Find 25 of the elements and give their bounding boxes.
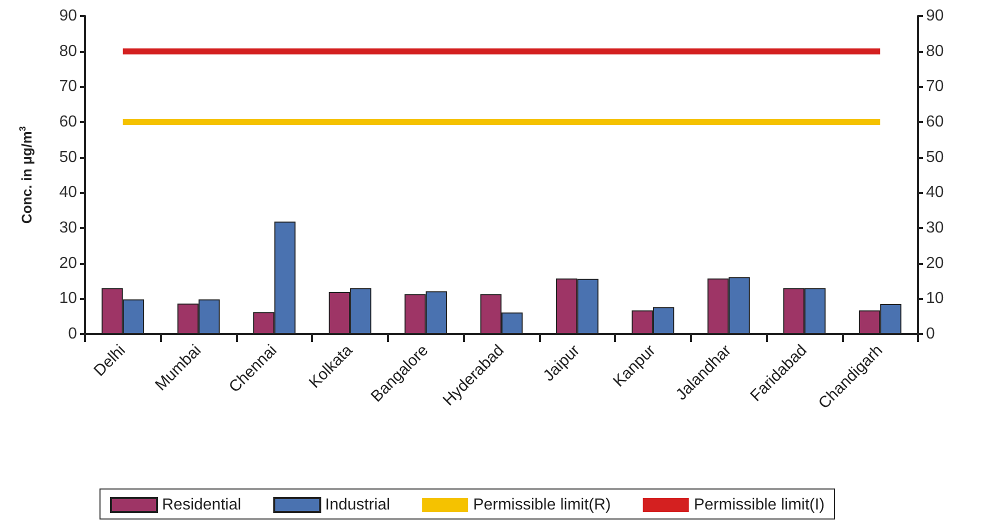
y-tick-label: 40	[59, 184, 78, 202]
y2-tick-label: 40	[926, 184, 944, 202]
y-tick-label: 20	[59, 254, 78, 272]
y-axis-title: Conc. in μg/m3	[18, 126, 34, 224]
y-tick-label: 80	[59, 42, 78, 60]
legend-label: Permissible limit(I)	[694, 496, 825, 514]
y2-tick-label: 0	[926, 326, 935, 342]
y2-tick-label: 30	[926, 220, 944, 236]
y2-tick-label: 70	[926, 78, 944, 96]
y-tick-label: 10	[59, 290, 78, 308]
y2-tick-label: 90	[926, 8, 944, 24]
legend-label: Permissible limit(R)	[473, 496, 611, 514]
y2-tick-label: 80	[926, 42, 944, 60]
legend-label: Residential	[162, 496, 242, 514]
legend-label: Industrial	[325, 496, 390, 514]
y2-tick-label: 60	[926, 114, 944, 130]
y2-tick-label: 20	[926, 254, 944, 272]
y-tick-label: 30	[59, 220, 78, 236]
y-tick-label: 70	[59, 78, 78, 96]
y2-tick-label: 10	[926, 290, 944, 308]
y-tick-label: 60	[59, 114, 78, 130]
y2-tick-label: 50	[926, 148, 944, 166]
y-tick-label: 0	[68, 326, 78, 342]
y-tick-label: 90	[59, 8, 78, 24]
y-tick-label: 50	[59, 148, 78, 166]
